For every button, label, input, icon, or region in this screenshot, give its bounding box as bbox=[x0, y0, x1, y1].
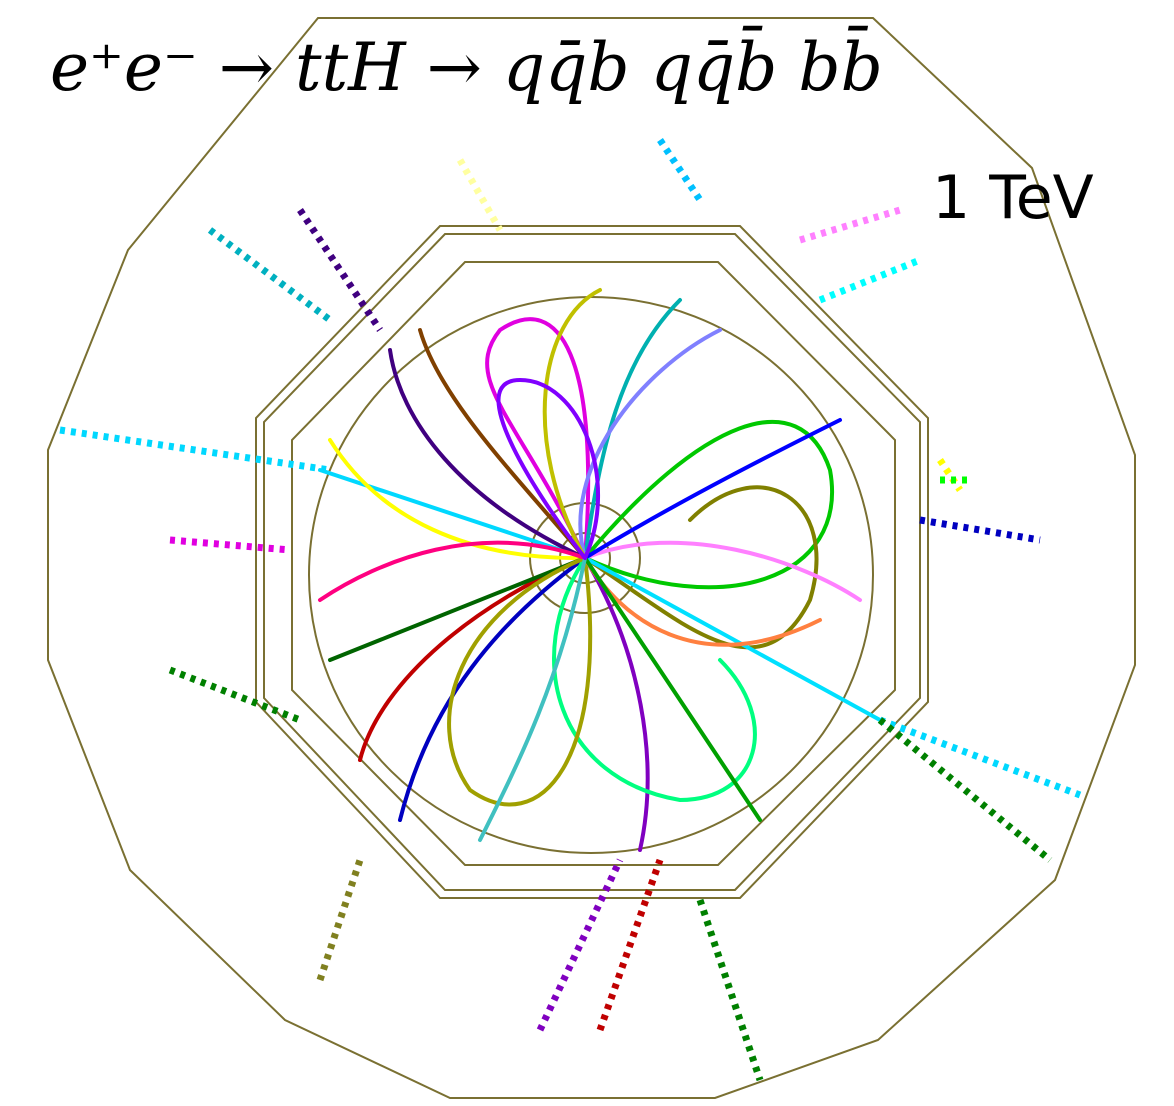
track bbox=[580, 330, 720, 558]
hit-cluster bbox=[880, 720, 1050, 860]
hit-cluster bbox=[60, 430, 330, 470]
hit-cluster bbox=[460, 160, 500, 230]
track bbox=[449, 558, 590, 804]
hit-cluster bbox=[600, 860, 660, 1030]
hit-cluster bbox=[700, 900, 760, 1080]
track bbox=[585, 300, 680, 558]
tracker bbox=[309, 297, 873, 853]
hit-cluster bbox=[920, 520, 1040, 540]
hit-cluster bbox=[880, 720, 1080, 795]
energy-label: 1 TeV bbox=[932, 163, 1094, 233]
track bbox=[585, 558, 760, 820]
track bbox=[585, 558, 880, 720]
hit-cluster bbox=[660, 140, 700, 200]
hit-cluster bbox=[300, 210, 380, 330]
hit-cluster bbox=[820, 260, 920, 300]
track bbox=[585, 543, 860, 600]
event-display: e⁺e⁻ → ttH → qq̄b qq̄b̄ bb̄ 1 TeV bbox=[0, 0, 1174, 1106]
hit-cluster bbox=[170, 670, 300, 720]
track bbox=[360, 558, 585, 760]
hit-cluster bbox=[170, 540, 290, 550]
hit-cluster bbox=[210, 230, 330, 320]
hit-cluster bbox=[800, 210, 900, 240]
track bbox=[487, 319, 588, 558]
hit-cluster bbox=[320, 860, 360, 980]
title: e⁺e⁻ → ttH → qq̄b qq̄b̄ bb̄ bbox=[50, 27, 883, 106]
hit-cluster bbox=[940, 460, 960, 490]
